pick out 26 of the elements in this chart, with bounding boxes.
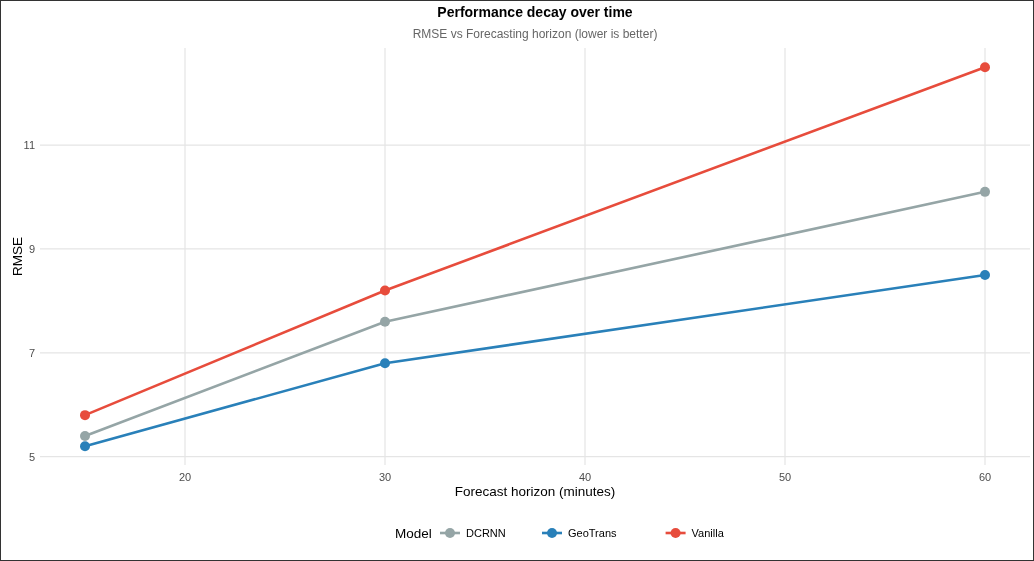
x-tick-label: 40	[578, 471, 592, 483]
legend-label: Vanilla	[691, 527, 725, 539]
chart-title: Performance decay over time	[437, 4, 633, 20]
point	[980, 186, 990, 197]
y-axis-title: RMSE	[10, 236, 25, 277]
point	[80, 441, 90, 452]
x-tick-label: 30	[378, 471, 392, 483]
x-tick-label: 60	[978, 471, 992, 483]
y-tick-label: 11	[23, 139, 35, 152]
point	[980, 269, 990, 280]
x-tick-label: 50	[778, 471, 792, 483]
point	[80, 410, 90, 421]
legend-title: Model	[395, 526, 432, 541]
point	[380, 316, 390, 327]
point	[980, 62, 990, 73]
x-axis-title: Forecast horizon (minutes)	[454, 484, 616, 499]
point	[380, 285, 390, 296]
legend-label: GeoTrans	[568, 527, 617, 539]
y-tick-label: 9	[28, 242, 35, 255]
y-tick-label: 5	[28, 450, 35, 463]
x-tick-label: 20	[178, 471, 192, 483]
point	[380, 358, 390, 369]
point	[80, 430, 90, 441]
legend-label: DCRNN	[466, 527, 506, 539]
y-tick-label: 7	[28, 346, 35, 359]
chart-subtitle: RMSE vs Forecasting horizon (lower is better)	[412, 27, 658, 41]
